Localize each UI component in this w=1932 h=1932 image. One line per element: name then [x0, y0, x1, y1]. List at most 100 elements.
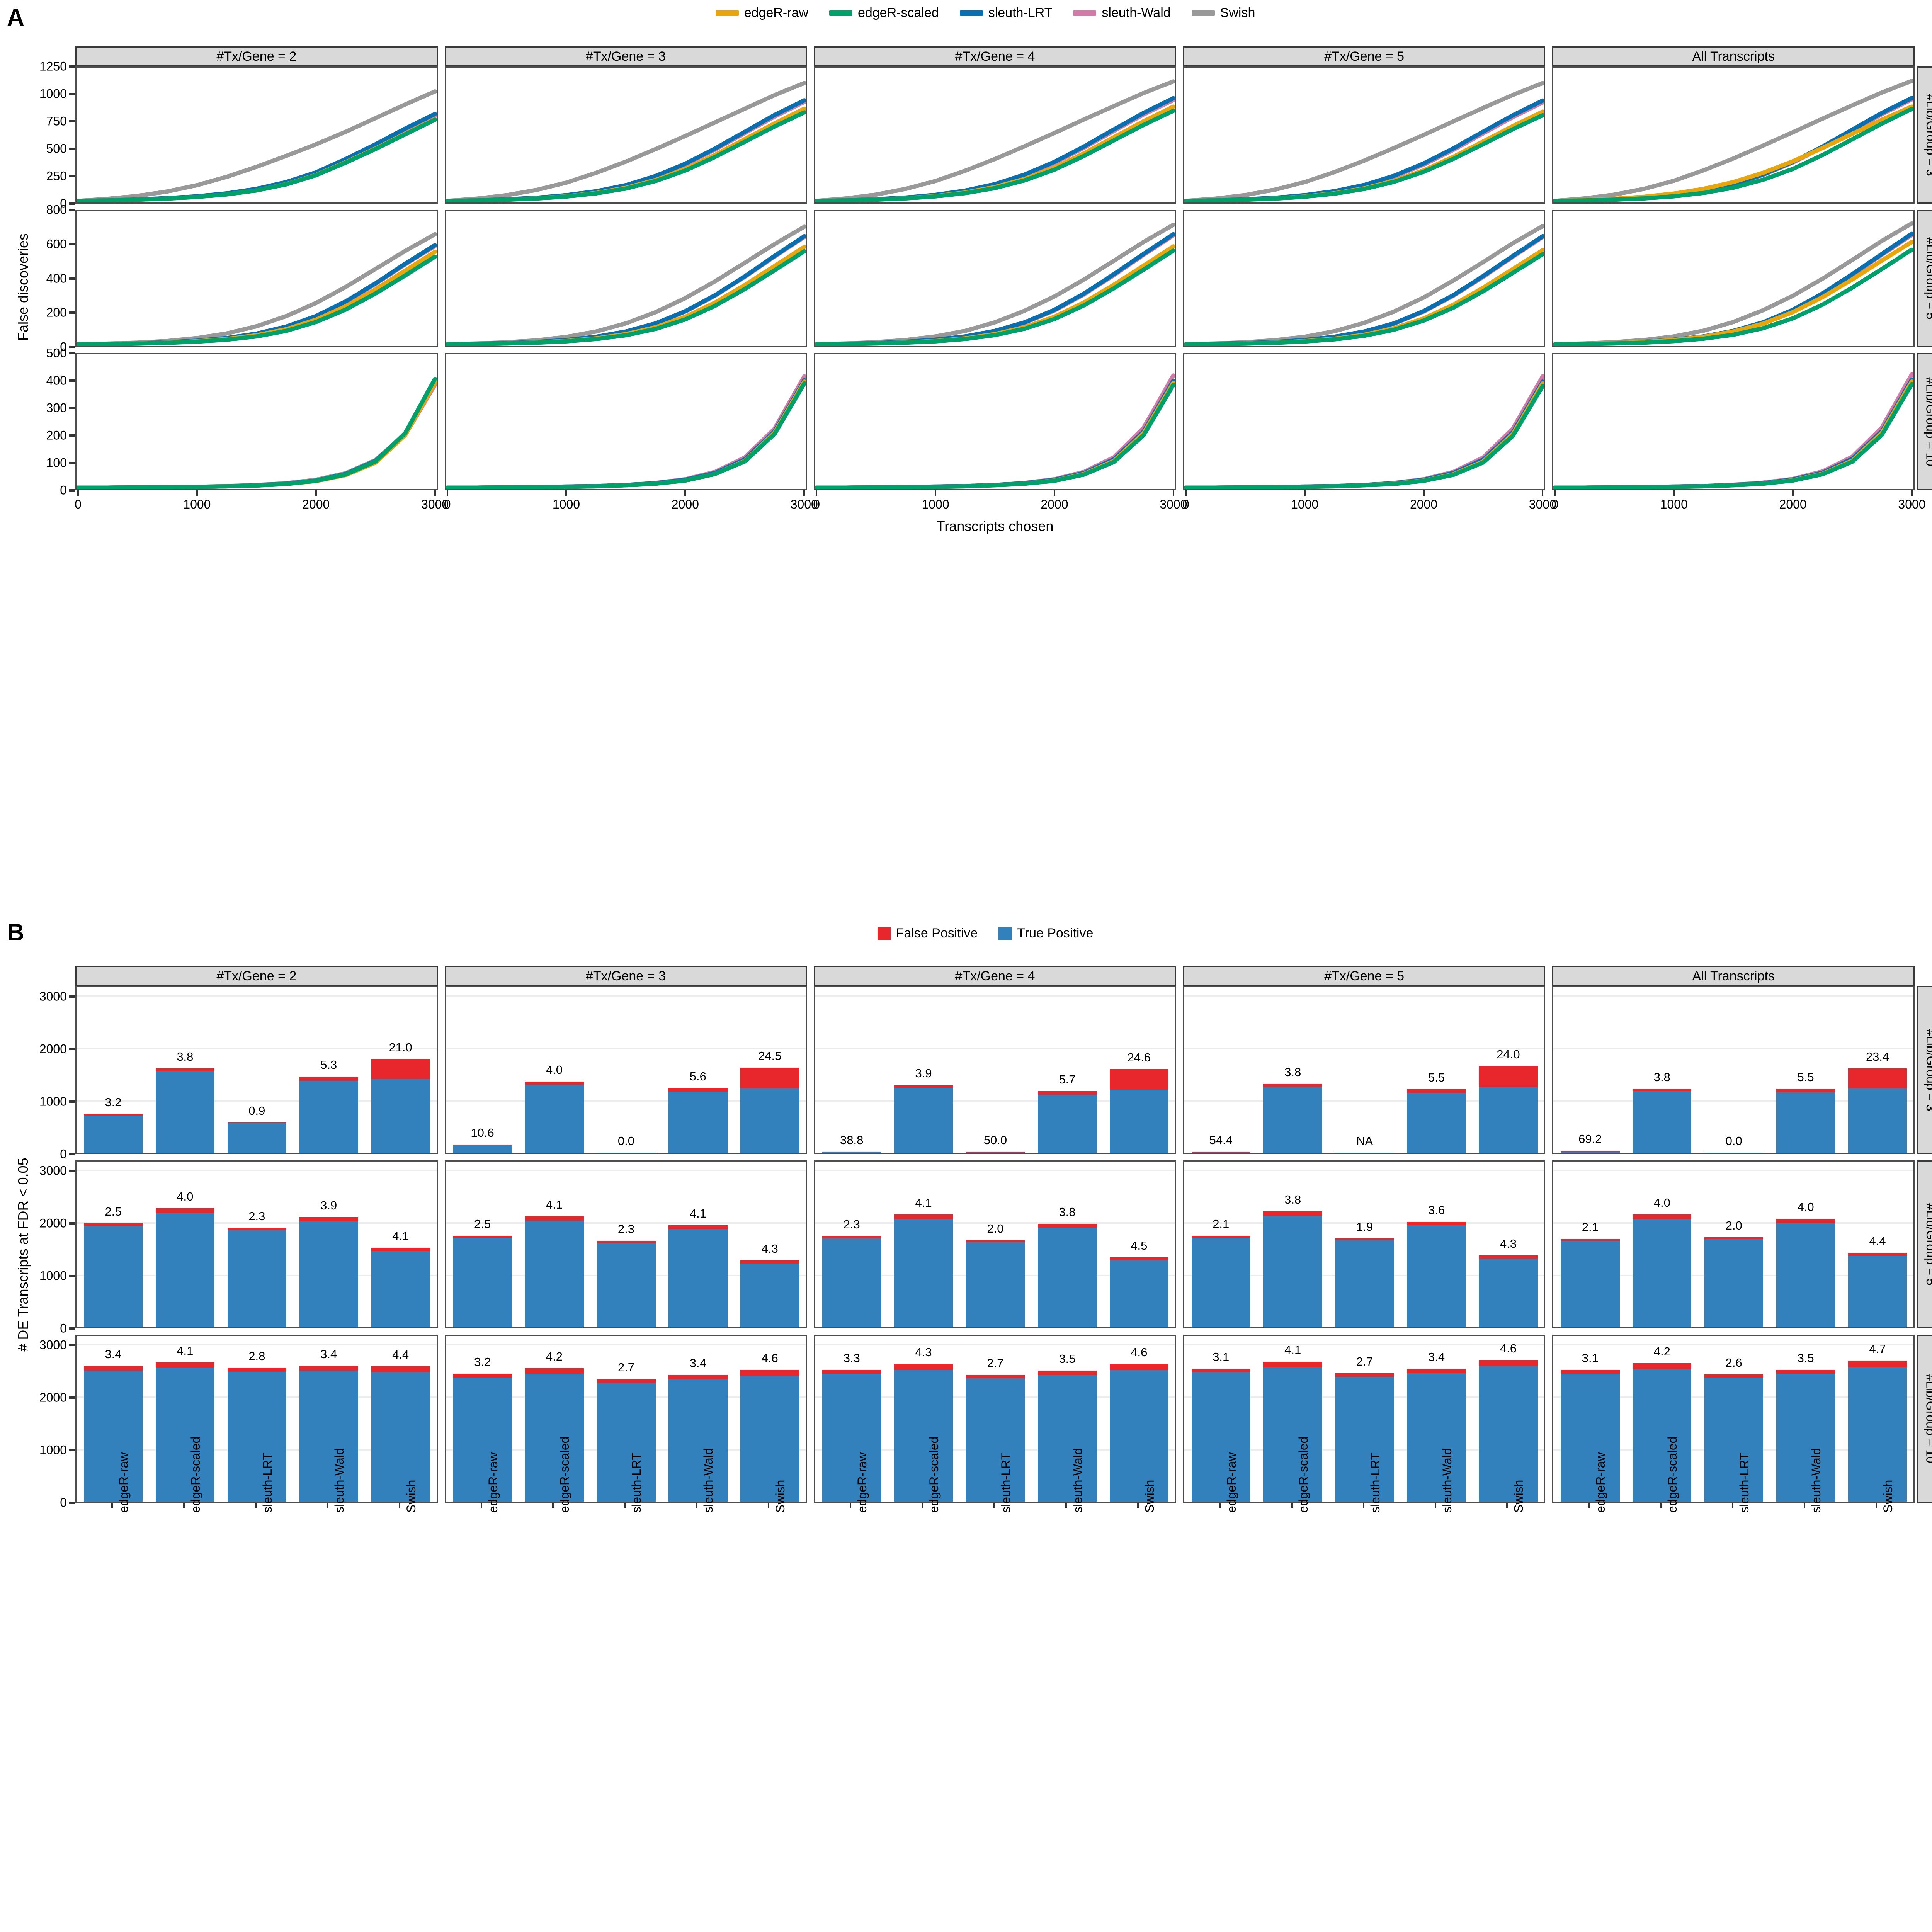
panelB-legend-label-1: True Positive — [1017, 926, 1094, 940]
panelB-bar-label-4: 4.6 — [1500, 1341, 1517, 1355]
panelB-xtickmark-c1-3 — [696, 1503, 698, 1508]
panelA-line-edgeR-raw — [77, 381, 437, 489]
panelA-row-strip-label-1: #Lib/Group = 5 — [1923, 237, 1932, 320]
panelA-lines-r1-c4 — [1553, 221, 1913, 346]
panelA-ytickmark-2-300 — [69, 407, 75, 409]
panelA-cell-r2-c3 — [1183, 353, 1546, 490]
panelB-cell-r0-c1: 10.6 4.0 0.0 5.6 24.5 — [444, 986, 807, 1154]
panelB-gridline-2000 — [815, 1048, 1175, 1050]
panelB-gridline-3000 — [1184, 1170, 1544, 1172]
panelB-bar-group-4 — [1479, 1336, 1538, 1502]
panelA-xtickmark-c2-2000 — [1053, 490, 1055, 496]
panelA-lines-r2-c0 — [77, 377, 437, 489]
panelB-bar-false-positive — [894, 1085, 953, 1088]
legend-label-3: sleuth-Wald — [1102, 5, 1171, 20]
panelB-xlabel-c3-3: sleuth-Wald — [1440, 1448, 1454, 1513]
panelA-lines-r0-c2 — [815, 79, 1175, 202]
panelB-xtickmark-c3-1 — [1291, 1503, 1293, 1508]
panelB-bar-label-0: 10.6 — [471, 1126, 494, 1139]
panelB-bar-false-positive — [740, 1260, 799, 1264]
panelB-bar-group-3 — [668, 1162, 728, 1327]
panelB-ytick-1-1000: 1000 — [39, 1269, 67, 1283]
panelB-bar-true-positive — [668, 1379, 728, 1502]
panelB-bar-group-1 — [1263, 987, 1322, 1153]
panelB-bar-true-positive — [155, 1368, 215, 1502]
panelB-col-strip-3: #Tx/Gene = 5 — [1183, 966, 1546, 986]
panelB-xlabel-c2-1: edgeR-scaled — [927, 1436, 941, 1513]
panelB-bar-group-4 — [371, 987, 430, 1153]
panelB-bar-true-positive — [1633, 1219, 1692, 1327]
panelA-line-sleuth-LRT — [446, 378, 806, 489]
panelA-ytickmark-2-0 — [69, 489, 75, 492]
panelA-ytickmark-0-750 — [69, 120, 75, 122]
panelB-bar-label-2: 2.8 — [248, 1349, 265, 1363]
panelA-lines-r1-c3 — [1184, 224, 1544, 346]
panelB-bar-true-positive — [894, 1370, 953, 1502]
panelA-ytickmark-0-1250 — [69, 65, 75, 68]
panelA-line-Swish — [446, 381, 806, 489]
panelB-xlabel-c3-1: edgeR-scaled — [1296, 1436, 1310, 1513]
panelB-bar-group-0 — [1191, 987, 1250, 1153]
panelB-bar-false-positive — [1109, 1069, 1169, 1090]
panelA-xtickmark-c0-3000 — [434, 490, 436, 496]
panelB-xtickmark-c1-1 — [552, 1503, 554, 1508]
panelA-xtick-c3-3000: 3000 — [1529, 497, 1556, 511]
panelA-ytickmark-1-0 — [69, 346, 75, 348]
panelA-xtickmark-c2-1000 — [935, 490, 937, 496]
panelA-line-sleuth-Wald — [1553, 233, 1913, 346]
panelA-xtick-c4-1000: 1000 — [1660, 497, 1688, 511]
panelB-bar-false-positive — [668, 1225, 728, 1230]
panelA-line-edgeR-raw — [446, 379, 806, 489]
panelB-bar-group-4 — [740, 987, 799, 1153]
panelA-xtickmark-c3-1000 — [1304, 490, 1306, 496]
panelB-xlabel-c0-1: edgeR-scaled — [188, 1436, 202, 1513]
panelB-cell-r0-c2: 38.8 3.9 50.0 5.7 24.6 — [814, 986, 1176, 1154]
panelA-ytick-0-250: 250 — [46, 169, 67, 183]
panelA-col-strip-4: All Transcripts — [1552, 46, 1915, 66]
panelB-bar-false-positive — [1037, 1224, 1097, 1228]
panelA-line-sleuth-LRT — [815, 232, 1175, 346]
panelA-xtick-c0-3000: 3000 — [421, 497, 449, 511]
panelB-bar-true-positive — [1848, 1367, 1907, 1502]
panelA-xtick-c3-2000: 2000 — [1410, 497, 1438, 511]
panelB-bar-label-4: 4.7 — [1869, 1342, 1886, 1355]
panelB-bar-true-positive — [668, 1229, 728, 1327]
panelA-line-sleuth-LRT — [77, 381, 437, 489]
panelB-bar-false-positive — [740, 1068, 799, 1089]
panelB-bar-label-1: 4.0 — [1653, 1196, 1670, 1210]
panelB-bar-false-positive — [299, 1366, 358, 1371]
panelB-bar-true-positive — [1848, 1088, 1907, 1153]
panelB-cell-r2-c2: 3.3 4.3 2.7 3.5 4.6 — [814, 1335, 1176, 1503]
panelB-bar-group-2 — [966, 987, 1025, 1153]
panelB-bar-group-3 — [668, 987, 728, 1153]
panelA-xtick-c2-1000: 1000 — [922, 497, 949, 511]
panelB-gridline-3000 — [815, 1344, 1175, 1346]
panelB-gridline-3000 — [77, 1344, 437, 1346]
panelB-bar-true-positive — [525, 1084, 584, 1153]
panelA-line-sleuth-LRT — [815, 378, 1175, 489]
panelA-lines-r2-c3 — [1184, 374, 1544, 489]
panelB-bar-label-3: 5.7 — [1059, 1073, 1076, 1087]
panelB-bar-true-positive — [1109, 1089, 1169, 1153]
panelB-bar-group-2 — [1335, 987, 1394, 1153]
legend-item-1: edgeR-scaled — [829, 5, 939, 20]
panelB-bar-false-positive — [668, 1374, 728, 1379]
panelB-bar-true-positive — [453, 1145, 512, 1153]
panelB-bar-label-1: 4.0 — [546, 1063, 563, 1077]
panelB-gridline-1000 — [1184, 1100, 1544, 1102]
panelB-ytick-2-3000: 3000 — [39, 1338, 67, 1352]
panelB-bar-label-2: 1.9 — [1356, 1220, 1373, 1234]
panelA-xtick-c2-0: 0 — [813, 497, 820, 511]
panelB-ytickmark-1-0 — [69, 1327, 75, 1330]
panelB-gridline-1000 — [815, 1100, 1175, 1102]
panelA-col-strip-1: #Tx/Gene = 3 — [444, 46, 807, 66]
panelB-cell-r2-c1: 3.2 4.2 2.7 3.4 4.6 — [444, 1335, 807, 1503]
panelB-bar-true-positive — [1263, 1216, 1322, 1327]
panelA-ytickmark-2-500 — [69, 352, 75, 354]
panelB-bar-label-3: 3.4 — [1428, 1350, 1445, 1364]
panelB-bar-label-3: 5.5 — [1428, 1070, 1445, 1084]
panelB-bar-true-positive — [1037, 1375, 1097, 1502]
panelA-ytick-2-200: 200 — [46, 428, 67, 442]
legend-item-4: Swish — [1191, 5, 1255, 20]
panelA-line-Swish — [77, 89, 437, 202]
